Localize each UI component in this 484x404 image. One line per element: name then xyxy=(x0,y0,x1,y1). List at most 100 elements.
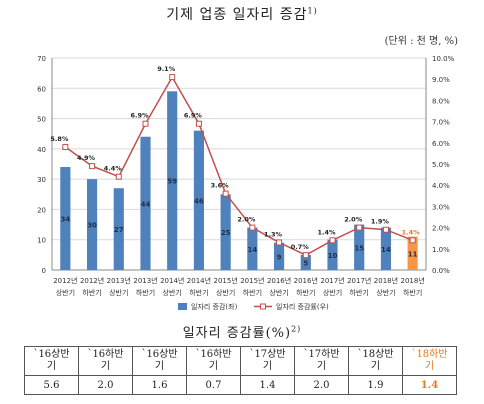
rate-marker xyxy=(195,120,202,127)
rate-table-header-line1: `16상반 xyxy=(141,349,178,360)
x-tick-year: 2017년 xyxy=(347,276,371,285)
x-tick-year: 2015년 xyxy=(240,276,264,285)
rate-marker xyxy=(356,224,363,231)
rate-table-value-cell: 1.4 xyxy=(240,375,295,395)
unit-label: (단위 : 천 명, %) xyxy=(384,36,458,47)
bar-value-label: 44 xyxy=(141,200,151,208)
bar-value-label: 25 xyxy=(221,229,231,237)
combo-chart: 0 10 20 30 40 50 60 70 0.0% 1.0% 2.0% 3.0% 4.0% 5.0% 6… xyxy=(37,55,455,311)
x-tick-year: 2013년 xyxy=(107,276,131,285)
x-tick-half: 하반기 xyxy=(403,288,422,297)
bar xyxy=(113,188,124,270)
rate-marker xyxy=(89,163,96,170)
y-left-tick-label: 20 xyxy=(37,206,46,214)
bar xyxy=(273,242,285,270)
rate-table-header-line2: 기 xyxy=(370,361,381,372)
x-tick-year: 2018년 xyxy=(401,276,425,285)
y-right-tick-label: 9.0% xyxy=(432,76,450,84)
bar-value-label: 11 xyxy=(408,250,418,258)
bar xyxy=(300,254,311,270)
y-left-tick-label: 0 xyxy=(42,267,46,275)
rate-value-label: 5.8% xyxy=(50,135,69,143)
rate-line xyxy=(64,75,413,257)
rate-value-label: 0.7% xyxy=(291,243,310,251)
y-left-tick-label: 40 xyxy=(37,146,46,154)
rate-table-header-line1: `18상반 xyxy=(357,349,394,360)
bar xyxy=(220,194,231,270)
legend-bar-swatch xyxy=(178,303,187,310)
rate-table-header-cell: `18하반 기 xyxy=(402,346,457,376)
rate-marker xyxy=(169,74,176,81)
bar xyxy=(167,91,178,270)
x-tick-year: 2012년 xyxy=(53,276,77,285)
y-right-tick-label: 6.0% xyxy=(432,140,450,148)
rate-table-header-line2: 기 xyxy=(154,361,165,372)
x-tick-half: 상반기 xyxy=(376,288,395,297)
rate-table-header-cell: `17하반 기 xyxy=(294,346,349,376)
bar xyxy=(140,136,151,270)
rate-table-value-cell: 2.0 xyxy=(78,375,133,395)
rate-table-header-line1: `16상반 xyxy=(33,349,70,360)
legend-line-label: 일자리 증감률(우) xyxy=(276,302,329,311)
x-tick-half: 상반기 xyxy=(323,288,342,297)
legend-bar-label: 일자리 증감(좌) xyxy=(191,302,238,311)
rate-table-title: 일자리 증감률(%)2) xyxy=(182,324,302,341)
rate-table-header-cell: `16상반 기 xyxy=(132,346,187,376)
rate-value-label: 1.4% xyxy=(317,228,336,236)
rate-marker xyxy=(382,226,389,233)
rate-table: `16상반 기 `16하반 기 `16상반 기 `16하반 기 `17상반 기 `17하반 기 `18상… xyxy=(24,346,457,395)
rate-table-header-line2: 기 xyxy=(46,361,57,372)
rate-table-header-line2: 기 xyxy=(100,361,111,372)
rate-marker xyxy=(62,144,69,151)
rate-table-header-line2: 기 xyxy=(208,361,219,372)
legend-line-marker xyxy=(260,303,266,310)
bar-value-label: 9 xyxy=(277,253,282,261)
rate-marker xyxy=(409,237,416,244)
y-left-tick-label: 60 xyxy=(37,85,46,93)
x-tick-year: 2013년 xyxy=(133,276,157,285)
y-right-tick-label: 10.0% xyxy=(432,55,455,63)
rate-marker xyxy=(276,239,283,246)
rate-value-label: 9.1% xyxy=(157,65,176,73)
chart-title: 기제 업종 일자리 증감1) xyxy=(166,6,318,23)
x-tick-year: 2017년 xyxy=(320,276,344,285)
rate-marker xyxy=(329,237,336,244)
x-tick-year: 2012년 xyxy=(80,276,104,285)
y-right-tick-label: 1.0% xyxy=(432,246,450,254)
rate-value-label: 2.0% xyxy=(237,216,256,224)
rate-marker xyxy=(249,224,256,231)
x-tick-half: 상반기 xyxy=(56,288,75,297)
rate-table-value-row: 5.6 2.0 1.6 0.7 1.4 2.0 1.9 1.4 xyxy=(24,375,457,395)
x-tick-year: 2014년 xyxy=(187,276,211,285)
x-tick-half: 상반기 xyxy=(269,288,288,297)
rate-marker xyxy=(115,173,122,180)
x-tick-half: 상반기 xyxy=(216,288,235,297)
rate-table-header-cell: `16상반 기 xyxy=(24,346,79,376)
rate-table-value-cell: 1.4 xyxy=(402,375,457,395)
rate-table-value-cell: 0.7 xyxy=(186,375,241,395)
bar-value-label: 14 xyxy=(247,246,257,254)
bar xyxy=(247,227,258,270)
bar xyxy=(327,239,338,270)
rate-table-header-line2: 기 xyxy=(262,361,273,372)
rate-table-header-line1: `16하반 xyxy=(87,349,124,360)
rate-table-header-cell: `16하반 기 xyxy=(78,346,133,376)
x-tick-half: 하반기 xyxy=(82,288,101,297)
y-right-tick-label: 4.0% xyxy=(432,182,450,190)
rate-marker xyxy=(222,190,229,197)
rate-value-label: 4.9% xyxy=(77,154,96,162)
bar-value-label: 14 xyxy=(381,246,391,254)
rate-table-header-cell: `17상반 기 xyxy=(240,346,295,376)
rate-table-header-line1: `17하반 xyxy=(303,349,340,360)
rate-table-header-row: `16상반 기 `16하반 기 `16상반 기 `16하반 기 `17상반 기 `17하반 기 `18상… xyxy=(24,346,457,376)
y-left-tick-label: 70 xyxy=(37,55,46,63)
x-tick-half: 상반기 xyxy=(109,288,128,297)
x-tick-year: 2016년 xyxy=(267,276,291,285)
rate-table-header-line2: 기 xyxy=(424,361,435,372)
bar xyxy=(407,236,418,270)
bar-value-label: 15 xyxy=(354,244,364,252)
bar-value-label: 10 xyxy=(328,252,338,260)
rate-table-header-cell: `16하반 기 xyxy=(186,346,241,376)
y-left-tick-label: 10 xyxy=(37,237,46,245)
rate-marker xyxy=(302,252,309,259)
